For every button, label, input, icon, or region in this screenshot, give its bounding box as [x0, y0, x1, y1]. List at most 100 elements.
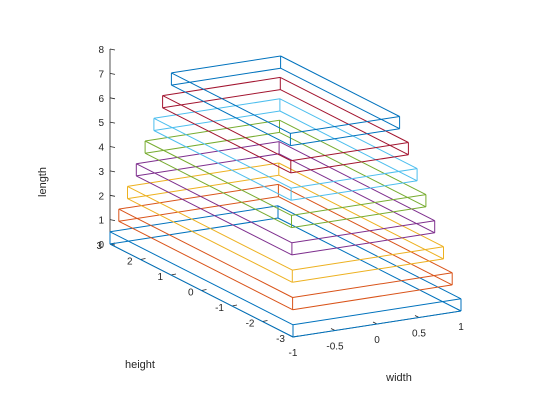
z-axis-label: length — [37, 167, 49, 197]
box-edge — [291, 220, 435, 244]
box-edge — [109, 243, 294, 338]
z-tick-mark — [109, 170, 116, 173]
box-edge — [144, 152, 292, 229]
box-layer-7 — [162, 76, 409, 174]
box-edge — [127, 198, 293, 283]
box-edge — [127, 162, 279, 187]
box-edge — [291, 168, 418, 189]
y-tick-label: 2 — [127, 257, 133, 268]
y-axis-label: height — [125, 359, 155, 371]
box-edge — [280, 89, 409, 156]
x-tick-label: 1 — [458, 322, 464, 333]
box-edge — [279, 98, 418, 170]
box-edge — [109, 231, 294, 326]
box-edge — [292, 298, 462, 326]
box-edge — [109, 205, 279, 233]
z-tick-label: 2 — [98, 191, 104, 202]
z-tick-label: 7 — [98, 69, 104, 80]
box-edge — [280, 55, 400, 117]
y-tick-mark — [170, 273, 177, 276]
box-edge — [291, 194, 426, 216]
box-layer-6 — [153, 98, 418, 201]
box-edge — [171, 55, 281, 74]
box-edge — [292, 246, 444, 271]
box-edge — [118, 220, 293, 311]
box-edge — [136, 141, 280, 165]
box-edge — [292, 272, 453, 298]
y-tick-label: -1 — [215, 303, 224, 314]
box-edge — [109, 217, 279, 245]
box-edge — [291, 180, 418, 201]
box-edge — [136, 175, 293, 256]
z-tick-mark — [109, 219, 116, 221]
box-layer-5 — [144, 119, 427, 229]
y-tick-label: 1 — [157, 272, 163, 283]
y-tick-label: -2 — [246, 319, 255, 330]
box-edge — [277, 217, 462, 312]
box-edge — [280, 67, 400, 130]
x-tick-label: -1 — [289, 348, 298, 359]
x-tick-label: 0 — [374, 335, 380, 346]
box-edge — [153, 117, 292, 189]
box-edge — [153, 110, 280, 131]
x-tick-label: -0.5 — [326, 342, 344, 353]
box-edge — [280, 76, 409, 143]
box-layer-4 — [135, 141, 436, 256]
z-tick-label: 6 — [98, 94, 104, 105]
box-layer-2 — [118, 183, 453, 311]
y-tick-mark — [140, 258, 146, 260]
box-edge — [144, 140, 292, 216]
box-edge — [292, 258, 444, 283]
boxes-layer — [109, 55, 462, 338]
box-edge — [145, 131, 280, 154]
box-edge — [277, 205, 462, 300]
z-tick-label: 5 — [98, 118, 104, 129]
x-axis-label: width — [385, 372, 412, 384]
ticks-layer: -1 -0.5 0 0.5 1 3 2 1 0 -1 -2 -3 0 1 2 3 4 5 6 7 8 — [96, 45, 464, 359]
z-tick-mark — [109, 48, 116, 51]
z-tick-mark — [109, 97, 116, 100]
z-tick-label: 0 — [98, 240, 104, 251]
box-edge — [290, 142, 409, 162]
box-edge — [171, 84, 291, 147]
box-layer-1 — [109, 205, 462, 338]
box-edge — [171, 67, 281, 86]
box-edge — [153, 130, 292, 201]
box-edge — [145, 119, 280, 142]
box-edge — [279, 119, 427, 196]
box-edge — [291, 232, 435, 256]
box-edge — [118, 208, 293, 298]
box-edge — [162, 107, 292, 174]
x-tick-label: 0.5 — [412, 329, 426, 340]
y-tick-mark — [201, 289, 207, 291]
box-edge — [136, 153, 280, 177]
y-tick-mark — [231, 304, 238, 307]
box-edge — [278, 141, 435, 222]
z-tick-label: 1 — [98, 216, 104, 227]
z-tick-mark — [109, 73, 116, 75]
z-tick-label: 4 — [98, 143, 104, 154]
y-tick-label: 3 — [96, 241, 102, 252]
box-layer-8 — [170, 55, 401, 147]
y-tick-label: 0 — [188, 288, 194, 299]
box-edge — [162, 76, 281, 97]
box-edge — [292, 284, 453, 311]
box-edge — [291, 206, 426, 229]
z-tick-label: 3 — [98, 167, 104, 178]
box-edge — [118, 183, 279, 210]
box-edge — [136, 163, 293, 244]
box-edge — [290, 154, 409, 174]
box-edge — [118, 196, 279, 222]
y-tick-label: -3 — [276, 334, 285, 345]
z-tick-label: 8 — [98, 45, 104, 56]
box-edge — [162, 95, 292, 162]
box-edge — [292, 310, 462, 338]
box-edge — [278, 183, 453, 274]
z-tick-mark — [109, 194, 116, 197]
z-tick-mark — [109, 121, 116, 124]
box-edge — [279, 110, 418, 182]
y-tick-mark — [262, 320, 268, 322]
box-edge — [279, 131, 427, 208]
